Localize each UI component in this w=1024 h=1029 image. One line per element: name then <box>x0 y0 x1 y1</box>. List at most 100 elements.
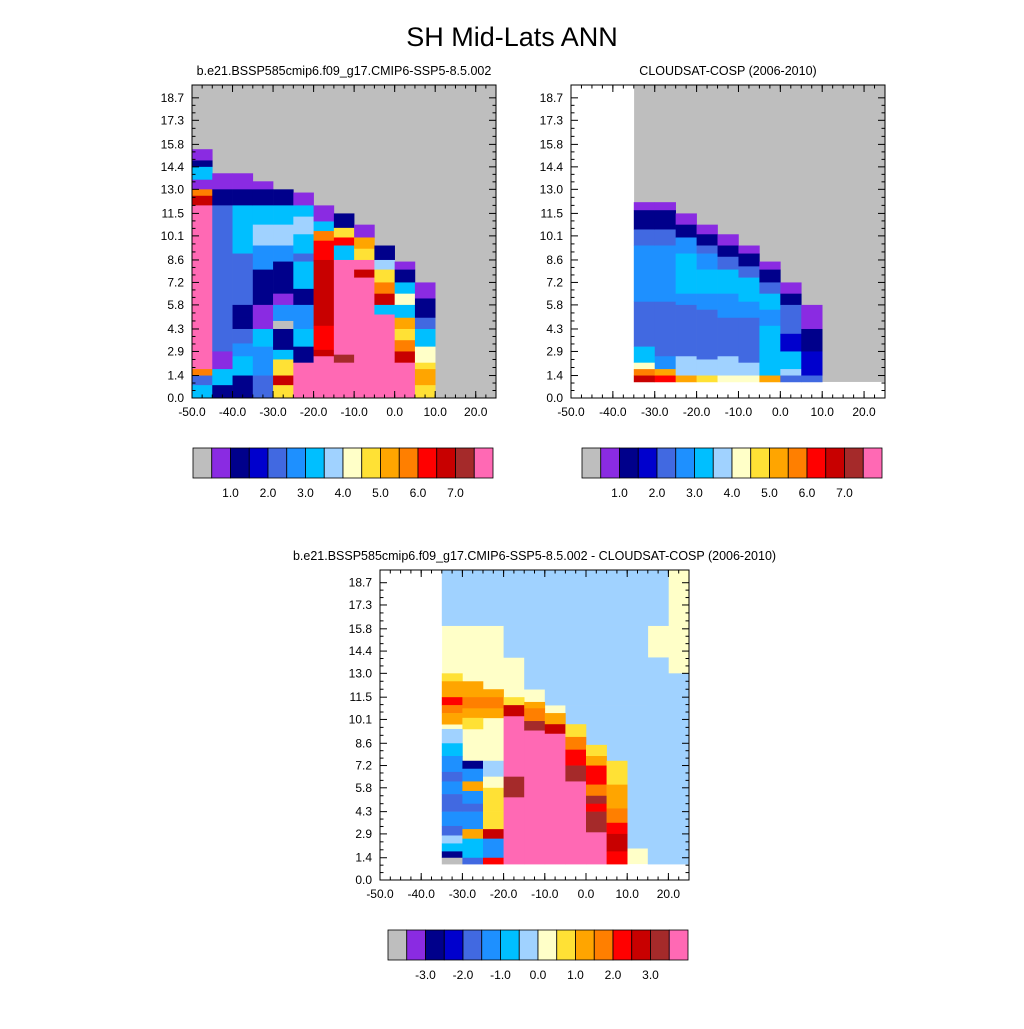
x-tick-label: -20.0 <box>300 405 328 419</box>
y-tick-label: 14.4 <box>161 160 185 174</box>
heatmap-cell <box>633 375 656 383</box>
colorbar-label: 3.0 <box>297 486 314 500</box>
y-tick-label: 4.3 <box>546 322 563 336</box>
heatmap-cell <box>441 728 463 744</box>
heatmap-cell <box>232 304 254 319</box>
heatmap-cell <box>313 231 335 241</box>
heatmap-cell <box>633 229 656 246</box>
colorbar-label: 7.0 <box>836 486 853 500</box>
heatmap-cell <box>462 717 484 730</box>
heatmap-cell <box>394 261 416 270</box>
heatmap-cell <box>654 210 676 230</box>
heatmap-cell <box>374 293 395 306</box>
heatmap-cell <box>524 657 649 690</box>
heatmap-cell <box>780 369 802 376</box>
heatmap-cell <box>503 716 525 777</box>
heatmap-cell <box>232 356 254 376</box>
y-tick-label: 10.1 <box>349 712 373 726</box>
heatmap-cell <box>192 166 213 181</box>
heatmap-cell <box>232 375 254 399</box>
heatmap-cell <box>462 811 484 830</box>
heatmap-cell <box>759 261 781 270</box>
heatmap-cell <box>586 832 607 865</box>
x-tick-label: -20.0 <box>683 405 711 419</box>
heatmap-cell <box>738 245 760 254</box>
heatmap-cell <box>333 213 355 229</box>
heatmap-cell <box>483 857 504 865</box>
heatmap-cell <box>232 205 254 254</box>
heatmap-cell <box>524 730 546 865</box>
heatmap-cell <box>717 293 739 319</box>
heatmap-cell <box>586 744 607 757</box>
heatmap-cell <box>759 269 781 283</box>
colorbar-swatch <box>500 929 520 961</box>
x-tick-label: 10.0 <box>616 887 640 901</box>
heatmap-cell <box>354 277 375 399</box>
panel-title: b.e21.BSSP585cmip6.f09_g17.CMIP6-SSP5-8.… <box>197 64 492 78</box>
heatmap-cell <box>633 301 656 347</box>
heatmap-cell <box>738 375 760 383</box>
heatmap-cell <box>462 790 484 804</box>
heatmap-cell <box>675 237 697 254</box>
y-tick-label: 2.9 <box>167 344 184 358</box>
y-tick-label: 8.6 <box>546 253 563 267</box>
y-tick-label: 2.9 <box>355 827 372 841</box>
y-tick-label: 18.7 <box>161 91 185 105</box>
heatmap-cell <box>212 385 233 399</box>
y-tick-label: 4.3 <box>167 322 184 336</box>
heatmap-cell <box>759 325 781 376</box>
heatmap-cell <box>441 857 463 865</box>
colorbar-swatch <box>769 447 789 479</box>
heatmap-cell <box>293 304 314 330</box>
heatmap-cell <box>606 833 628 852</box>
colorbar-swatch <box>361 447 381 479</box>
colorbar-label: 2.0 <box>605 968 622 982</box>
heatmap-cell <box>675 224 697 238</box>
heatmap-cell <box>354 259 375 270</box>
heatmap-cell <box>780 304 802 335</box>
colorbar-swatch <box>380 447 400 479</box>
heatmap-cell <box>606 851 628 865</box>
heatmap-cell <box>675 356 697 376</box>
heatmap-cell <box>780 375 802 383</box>
colorbar-label: 3.0 <box>642 968 659 982</box>
panel-title: CLOUDSAT-COSP (2006-2010) <box>639 64 816 78</box>
y-tick-label: 8.6 <box>355 736 372 750</box>
x-tick-label: 20.0 <box>657 887 681 901</box>
colorbar-swatch <box>631 929 651 961</box>
heatmap-cell <box>441 771 463 782</box>
colorbar-label: 7.0 <box>447 486 464 500</box>
heatmap-cell <box>232 317 254 330</box>
x-tick-label: -50.0 <box>178 405 206 419</box>
x-tick-label: 0.0 <box>386 405 403 419</box>
heatmap-cell <box>633 245 656 302</box>
colorbar-label: 4.0 <box>724 486 741 500</box>
colorbar-swatch <box>518 929 539 961</box>
heatmap-cell <box>192 160 213 168</box>
heatmap-cell <box>374 314 395 399</box>
heatmap-cell <box>252 375 274 399</box>
heatmap-cell <box>441 673 463 682</box>
colorbar-label: 3.0 <box>686 486 703 500</box>
y-tick-label: 7.2 <box>355 759 372 773</box>
heatmap-cell <box>354 237 375 250</box>
heatmap-cell <box>565 724 587 738</box>
heatmap-cell <box>462 829 484 839</box>
heatmap-cell <box>441 697 463 706</box>
heatmap-cell <box>654 202 676 211</box>
heatmap-cell <box>252 328 274 347</box>
colorbar-swatch <box>581 447 602 479</box>
heatmap-cell <box>441 681 463 698</box>
heatmap-cell <box>483 829 504 839</box>
colorbar-swatch <box>417 447 438 479</box>
colorbar-swatch <box>406 929 426 961</box>
x-tick-label: 10.0 <box>424 405 448 419</box>
colorbar-label: 6.0 <box>410 486 427 500</box>
y-tick-label: 2.9 <box>546 344 563 358</box>
x-tick-label: 0.0 <box>578 887 595 901</box>
heatmap-cell <box>313 221 335 232</box>
y-tick-label: 13.0 <box>349 666 373 680</box>
panel-model: b.e21.BSSP585cmip6.f09_g17.CMIP6-SSP5-8.… <box>161 64 497 500</box>
heatmap-cell <box>738 317 760 363</box>
heatmap-cell <box>293 346 314 363</box>
